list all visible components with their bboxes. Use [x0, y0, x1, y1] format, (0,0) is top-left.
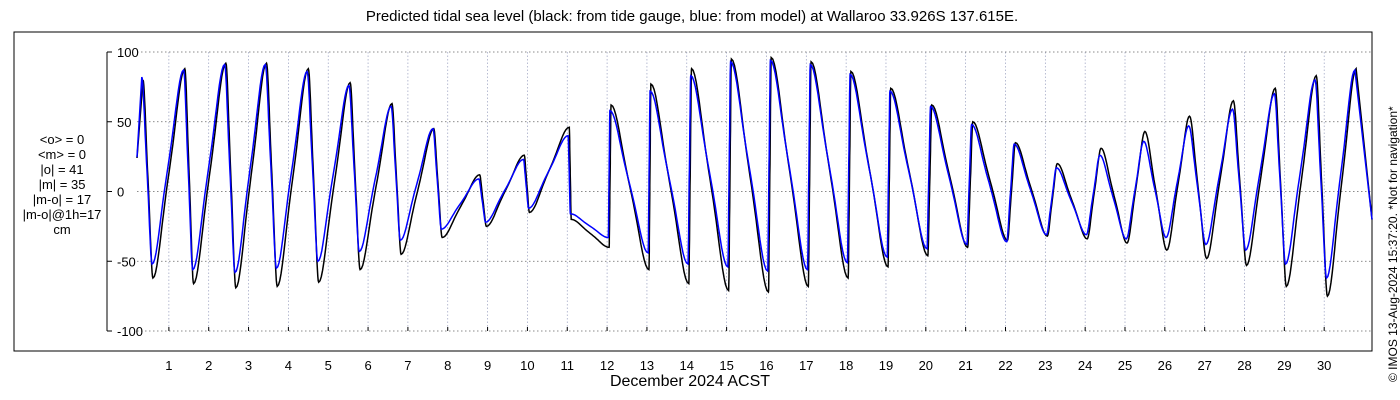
x-tick-label: 12 — [600, 358, 614, 373]
grid-layer — [137, 51, 1372, 332]
x-tick-label: 27 — [1197, 358, 1211, 373]
x-tick-label: 5 — [325, 358, 332, 373]
y-tick-label: 100 — [117, 45, 139, 60]
x-tick-label: 17 — [799, 358, 813, 373]
y-tick-label: -100 — [117, 324, 143, 339]
x-tick-label: 4 — [285, 358, 292, 373]
y-tick-label: -50 — [117, 254, 136, 269]
x-tick-label: 2 — [205, 358, 212, 373]
x-tick-label: 28 — [1237, 358, 1251, 373]
x-tick-label: 24 — [1078, 358, 1092, 373]
x-tick-label: 21 — [958, 358, 972, 373]
x-tick-label: 14 — [680, 358, 694, 373]
axis-layer: 1 2 3 4 5 6 7 8 9 10 11 12 13 14 15 16 17 18 19 20 21 22 23 24 2… — [106, 45, 1331, 373]
x-tick-label: 8 — [444, 358, 451, 373]
x-tick-label: 13 — [640, 358, 654, 373]
x-tick-label: 7 — [404, 358, 411, 373]
x-tick-label: 23 — [1038, 358, 1052, 373]
y-tick-label: 50 — [117, 115, 131, 130]
x-tick-label: 16 — [759, 358, 773, 373]
x-tick-label: 26 — [1158, 358, 1172, 373]
credit-notice: © IMOS 13-Aug-2024 15:37:20. *Not for na… — [1386, 106, 1400, 382]
x-tick-label: 25 — [1118, 358, 1132, 373]
outer-frame — [13, 31, 1373, 352]
series-line-model — [136, 58, 1373, 280]
x-tick-label: 1 — [165, 358, 172, 373]
stat-abs-obs: |o| = 41 — [40, 162, 84, 177]
stat-mean-obs: <o> = 0 — [39, 132, 85, 147]
x-tick-label: 9 — [484, 358, 491, 373]
stat-unit: cm — [53, 222, 71, 237]
x-axis-label: December 2024 ACST — [609, 373, 771, 390]
stat-abs-diff: |m-o| = 17 — [32, 192, 92, 207]
stat-mean-model: <m> = 0 — [37, 147, 87, 162]
series-layer — [136, 55, 1373, 298]
x-tick-label: 6 — [364, 358, 371, 373]
x-tick-label: 15 — [719, 358, 733, 373]
x-tick-label: 3 — [245, 358, 252, 373]
x-tick-label: 11 — [561, 358, 575, 373]
x-tick-label: 30 — [1317, 358, 1331, 373]
x-tick-label: 22 — [998, 358, 1012, 373]
y-tick-label: 0 — [117, 185, 124, 200]
x-tick-label: 10 — [520, 358, 534, 373]
series-line-tide-gauge — [136, 55, 1373, 298]
x-tick-label: 20 — [919, 358, 933, 373]
stat-abs-model: |m| = 35 — [38, 177, 86, 192]
x-tick-label: 19 — [879, 358, 893, 373]
chart-title: Predicted tidal sea level (black: from t… — [365, 8, 1019, 25]
statistics-panel: <o> = 0 <m> = 0 |o| = 41 |m| = 35 |m-o| … — [2, 132, 122, 237]
x-tick-label: 18 — [839, 358, 853, 373]
x-tick-label: 29 — [1277, 358, 1291, 373]
stat-abs-diff-1h: |m-o|@1h=17 — [22, 207, 102, 222]
